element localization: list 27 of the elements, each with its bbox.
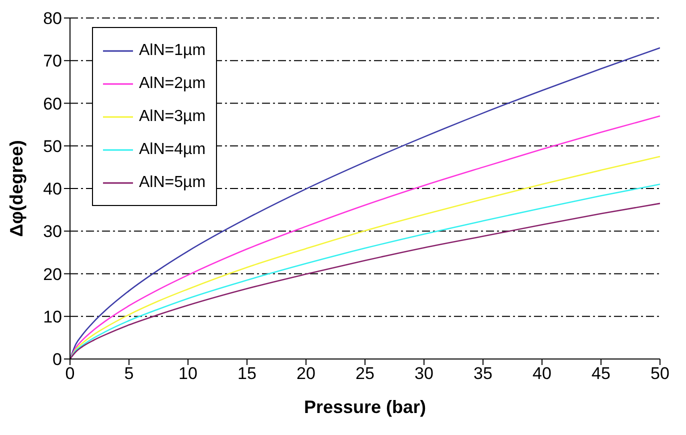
x-tick-label: 30 [414,364,434,384]
y-tick-label: 0 [52,350,62,370]
x-tick-label: 15 [238,364,256,384]
x-tick-label: 40 [532,364,552,384]
legend-label: AlN=2µm [139,74,206,94]
legend-label: AlN=1µm [139,41,206,61]
x-axis-title: Pressure (bar) [304,397,426,417]
legend-label: AlN=3µm [139,107,206,127]
x-tick-label: 45 [592,364,610,384]
x-tick-label: 0 [65,364,75,384]
y-tick-label: 50 [43,136,62,156]
y-tick-label: 20 [43,264,62,284]
x-tick-label: 5 [124,364,134,384]
y-tick-label: 70 [43,52,62,71]
y-axis-title: Δφ(degree) [6,140,26,237]
y-tick-label: 80 [43,9,62,28]
y-tick-label: 60 [43,94,62,114]
legend-label: AlN=5µm [139,173,206,193]
x-tick-label: 20 [296,364,316,384]
x-tick-label: 10 [178,364,198,384]
y-tick-label: 40 [43,180,62,199]
x-tick-label: 25 [356,364,374,384]
x-tick-label: 50 [650,364,670,384]
y-tick-label: 30 [43,222,62,242]
legend-label: AlN=4µm [139,140,206,160]
y-tick-label: 10 [43,307,62,326]
x-tick-label: 35 [474,364,492,384]
